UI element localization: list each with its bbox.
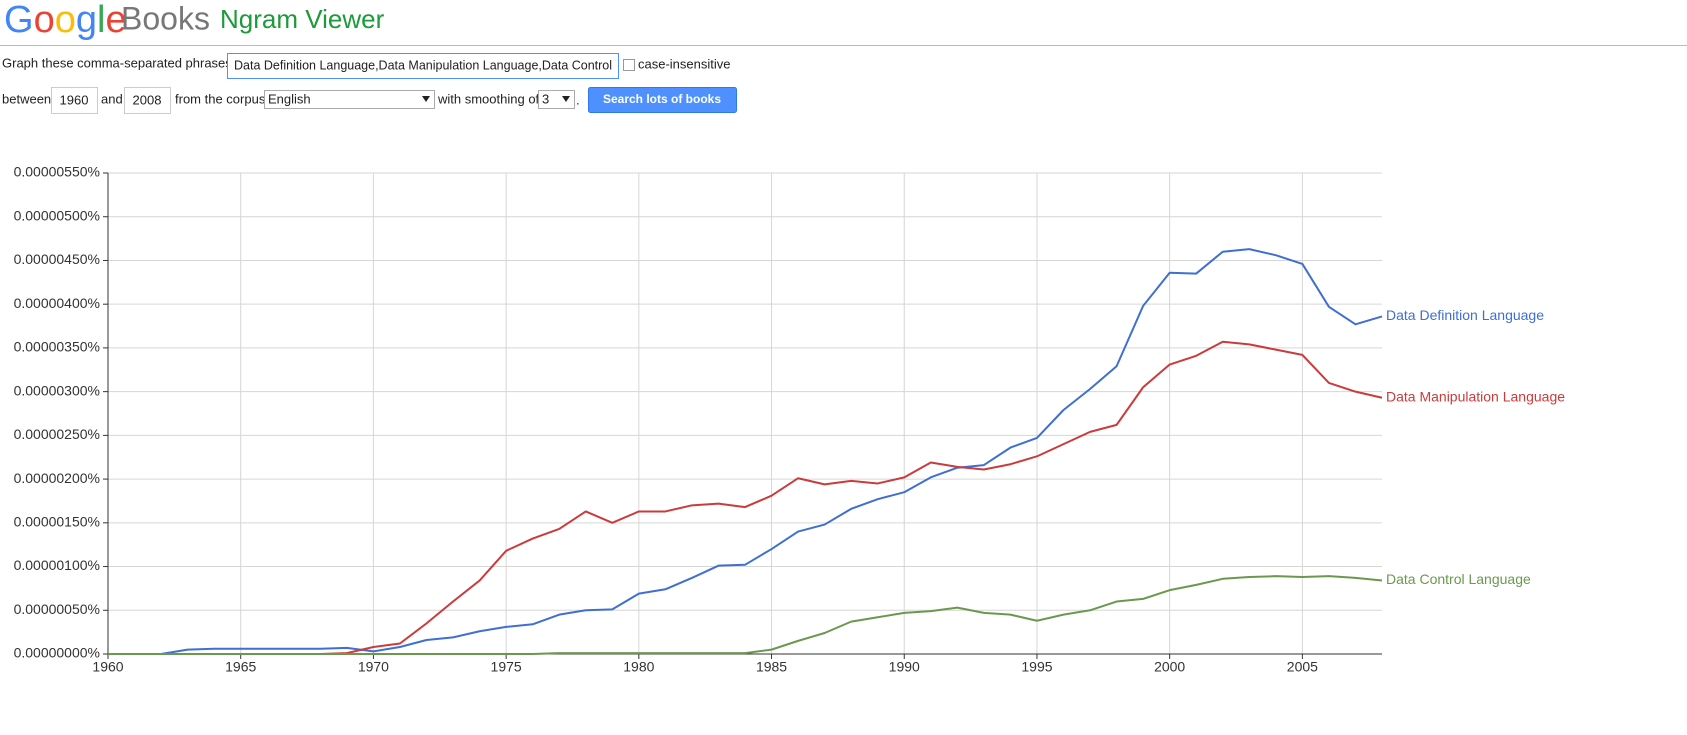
smoothing-select[interactable] [538,90,575,109]
logo-google: Google [4,0,127,41]
series-line [108,575,1383,655]
and-label: and [101,91,123,106]
case-label: case-insensitive [638,56,731,71]
series-line [108,340,1383,655]
between-label: between [2,91,51,106]
x-tick-label: 2000 [1154,659,1185,675]
y-tick-label: 0.00000550% [14,164,100,180]
corpus-label: from the corpus [175,91,266,106]
x-tick-label: 2005 [1287,659,1318,675]
app-title: Ngram Viewer [220,4,385,34]
y-tick-label: 0.00000400% [14,295,100,311]
series-label: Data Control Language [1386,571,1531,587]
corpus-select[interactable] [264,90,435,109]
y-tick-label: 0.00000000% [14,645,100,661]
case-checkbox[interactable] [623,59,635,71]
start-year: 1960 [60,92,89,107]
y-tick-label: 0.00000250% [14,426,100,442]
search-button[interactable] [588,87,737,113]
y-tick-label: 0.00000150% [14,514,100,530]
y-tick-label: 0.00000200% [14,470,100,486]
series-label: Data Manipulation Language [1386,388,1565,404]
smoothing: 3 [542,91,549,106]
select-arrow [562,96,570,102]
y-tick-label: 0.00000350% [14,339,100,355]
y-tick-label: 0.00000500% [14,207,100,223]
x-tick-label: 1965 [225,659,256,675]
phrases-label: Graph these comma-separated phrases: [2,55,235,70]
y-tick-label: 0.00000300% [14,382,100,398]
start-year-input[interactable] [51,87,98,114]
smoothing-label: with smoothing of [437,91,540,106]
x-tick-label: 1970 [358,659,389,675]
x-tick-label: 1985 [756,659,787,675]
x-tick-label: 1995 [1021,659,1052,675]
y-tick-label: 0.00000100% [14,557,100,573]
x-tick-label: 1990 [889,659,920,675]
search-button-label[interactable]: Search lots of books [603,92,721,106]
select-arrow [422,96,430,102]
x-tick-label: 1960 [92,659,123,675]
series-line [108,248,1383,655]
phrases-input[interactable] [227,53,619,79]
period: . [576,92,580,107]
x-tick-label: 1980 [623,659,654,675]
phrases-value: Data Definition Language,Data Manipulati… [234,58,612,72]
end-year-input[interactable] [124,87,171,114]
end-year: 2008 [133,92,162,107]
y-tick-label: 0.00000050% [14,601,100,617]
corpus: English [268,91,311,106]
series-label: Data Definition Language [1386,307,1544,323]
logo-books: Books [121,0,210,36]
x-tick-label: 1975 [491,659,522,675]
y-tick-label: 0.00000450% [14,251,100,267]
chart: 0.00000000% 0.00000050% 0.00000100% 0.00000… [14,164,1566,675]
